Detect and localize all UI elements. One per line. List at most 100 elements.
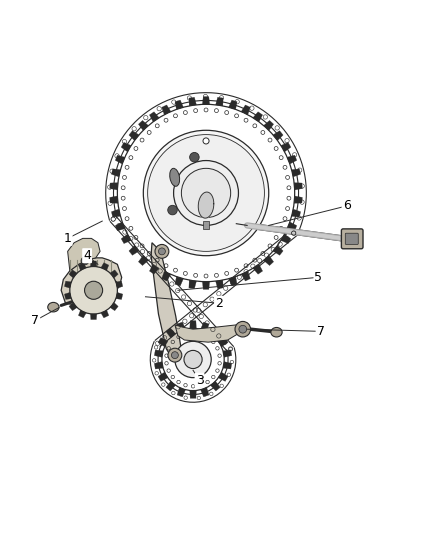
- Polygon shape: [110, 303, 118, 311]
- Polygon shape: [175, 100, 184, 109]
- Polygon shape: [241, 271, 251, 281]
- Polygon shape: [111, 209, 120, 217]
- Polygon shape: [149, 112, 159, 122]
- Polygon shape: [69, 303, 77, 311]
- Polygon shape: [69, 270, 77, 278]
- Polygon shape: [158, 337, 168, 347]
- Polygon shape: [78, 310, 86, 318]
- Polygon shape: [121, 142, 131, 152]
- FancyBboxPatch shape: [341, 229, 363, 249]
- Circle shape: [162, 328, 224, 391]
- Circle shape: [190, 152, 199, 162]
- Polygon shape: [115, 155, 125, 164]
- Polygon shape: [223, 362, 232, 369]
- Polygon shape: [264, 120, 274, 131]
- Ellipse shape: [48, 302, 59, 312]
- Circle shape: [168, 205, 177, 215]
- Polygon shape: [175, 325, 238, 342]
- Polygon shape: [64, 281, 71, 288]
- Polygon shape: [292, 209, 300, 217]
- Polygon shape: [177, 322, 186, 332]
- Polygon shape: [253, 112, 263, 122]
- Polygon shape: [202, 96, 210, 104]
- Polygon shape: [198, 192, 214, 218]
- Ellipse shape: [170, 168, 180, 187]
- Polygon shape: [218, 337, 228, 347]
- Polygon shape: [273, 131, 283, 141]
- Polygon shape: [101, 310, 109, 318]
- Circle shape: [171, 352, 178, 359]
- Polygon shape: [121, 234, 131, 244]
- Polygon shape: [110, 196, 118, 203]
- Polygon shape: [162, 105, 171, 115]
- Polygon shape: [158, 372, 168, 381]
- Polygon shape: [292, 169, 300, 177]
- Ellipse shape: [271, 327, 282, 337]
- Circle shape: [203, 138, 209, 144]
- Polygon shape: [138, 120, 148, 131]
- Polygon shape: [215, 280, 223, 289]
- Polygon shape: [281, 234, 291, 244]
- Polygon shape: [78, 263, 86, 270]
- Polygon shape: [241, 105, 251, 115]
- Text: 2: 2: [215, 297, 223, 310]
- Polygon shape: [287, 222, 297, 231]
- Polygon shape: [229, 277, 237, 286]
- Polygon shape: [115, 222, 125, 231]
- Polygon shape: [101, 263, 109, 270]
- Text: 6: 6: [343, 199, 350, 213]
- Polygon shape: [151, 243, 182, 364]
- Polygon shape: [201, 322, 209, 332]
- Polygon shape: [129, 131, 139, 141]
- Circle shape: [239, 325, 247, 333]
- Polygon shape: [189, 280, 196, 289]
- Circle shape: [168, 348, 182, 362]
- Circle shape: [175, 341, 211, 378]
- Polygon shape: [215, 97, 223, 106]
- Polygon shape: [202, 281, 210, 289]
- Polygon shape: [64, 293, 71, 300]
- Circle shape: [85, 281, 102, 300]
- Polygon shape: [110, 183, 118, 190]
- Polygon shape: [211, 328, 220, 338]
- Circle shape: [143, 130, 269, 256]
- Circle shape: [184, 350, 202, 368]
- Polygon shape: [138, 255, 148, 265]
- Circle shape: [70, 282, 78, 290]
- Polygon shape: [201, 387, 209, 397]
- Polygon shape: [287, 155, 297, 164]
- Polygon shape: [229, 100, 237, 109]
- Polygon shape: [110, 270, 118, 278]
- Polygon shape: [149, 264, 159, 274]
- Polygon shape: [166, 328, 176, 338]
- Circle shape: [109, 280, 117, 288]
- Polygon shape: [218, 372, 228, 381]
- Circle shape: [106, 93, 305, 293]
- Text: 7: 7: [317, 325, 325, 338]
- Circle shape: [81, 257, 89, 265]
- Polygon shape: [189, 97, 196, 106]
- Polygon shape: [177, 387, 186, 397]
- Circle shape: [70, 266, 117, 314]
- Text: 5: 5: [314, 271, 322, 284]
- Text: 7: 7: [31, 314, 39, 327]
- Text: 3: 3: [196, 374, 204, 387]
- Circle shape: [155, 245, 169, 259]
- Polygon shape: [273, 245, 283, 255]
- Polygon shape: [116, 281, 123, 288]
- Polygon shape: [90, 314, 97, 320]
- Polygon shape: [90, 261, 97, 266]
- Polygon shape: [211, 381, 220, 391]
- Text: 1: 1: [64, 232, 71, 245]
- Circle shape: [148, 135, 265, 252]
- Polygon shape: [281, 142, 291, 152]
- Polygon shape: [190, 321, 196, 328]
- Polygon shape: [162, 271, 171, 281]
- Circle shape: [235, 321, 251, 337]
- Polygon shape: [175, 277, 184, 286]
- Circle shape: [181, 168, 231, 217]
- Polygon shape: [264, 255, 274, 265]
- Polygon shape: [111, 169, 120, 177]
- FancyBboxPatch shape: [345, 233, 358, 245]
- Polygon shape: [61, 258, 122, 305]
